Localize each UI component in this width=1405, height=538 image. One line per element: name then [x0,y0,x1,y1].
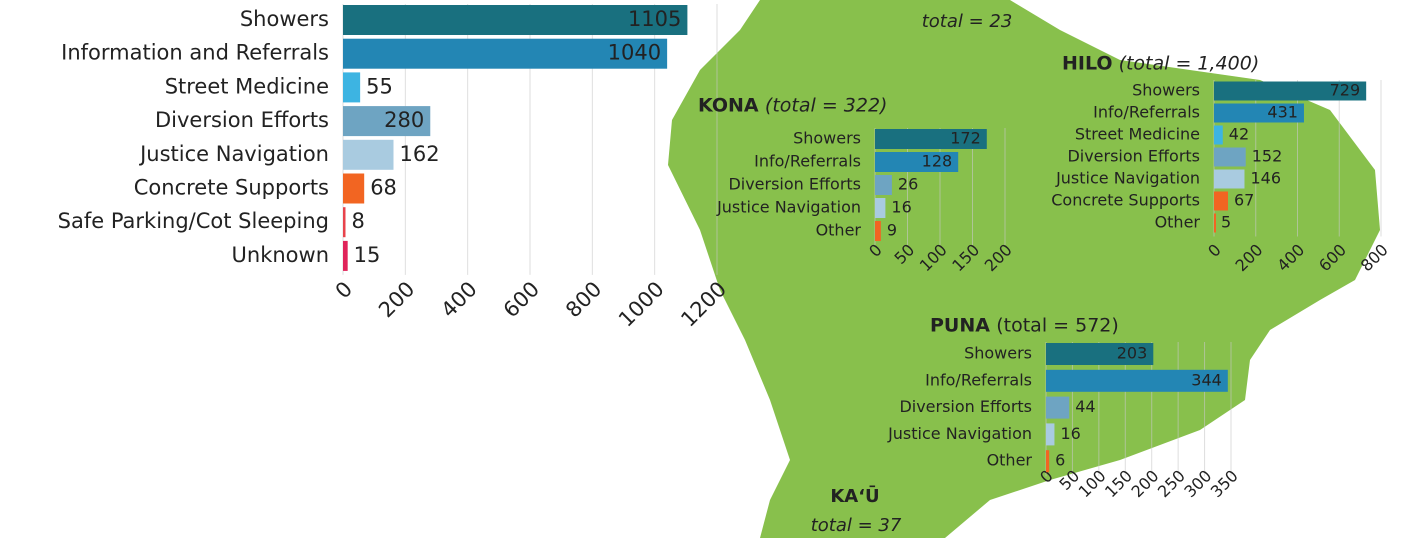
chart-title: PUNA [930,315,990,337]
category-label: Other [987,451,1033,470]
x-tick-label: 200 [374,277,419,322]
region-total: total = 37 [811,515,902,536]
category-label: Concrete Supports [134,176,329,200]
category-label: Showers [964,344,1032,363]
category-label: Concrete Supports [1051,191,1200,210]
value-label: 8 [351,209,364,233]
category-label: Street Medicine [1075,125,1200,144]
x-tick-label: 600 [499,277,544,322]
chart-title: HILO [1062,53,1113,75]
category-label: Showers [1132,81,1200,100]
value-label: 9 [887,221,897,240]
value-label: 42 [1229,125,1249,144]
value-label: 15 [354,243,381,267]
value-label: 1040 [608,41,661,65]
bar [1214,81,1367,101]
category-label: Showers [793,129,861,148]
category-label: Safe Parking/Cot Sleeping [58,209,329,233]
bar [875,221,881,241]
value-label: 44 [1075,397,1095,416]
bar [343,72,361,103]
bar [1214,169,1245,189]
category-label: Diversion Efforts [1067,147,1200,166]
value-label: 729 [1330,81,1361,100]
value-label: 6 [1055,451,1065,470]
chart-subtitle: (total = 572) [996,315,1119,337]
category-label: Unknown [232,243,329,267]
bar [1214,147,1246,167]
bar [1214,125,1223,145]
value-label: 152 [1252,147,1283,166]
category-label: Justice Navigation [887,424,1032,443]
bar [343,173,365,204]
value-label: 68 [370,176,397,200]
value-label: 431 [1267,103,1298,122]
value-label: 26 [898,175,918,194]
category-label: Diversion Efforts [899,397,1032,416]
bar [875,129,987,149]
bar [1046,343,1154,365]
region-total: total = 23 [922,11,1013,32]
bar [1046,369,1228,392]
category-label: Showers [240,7,329,31]
value-label: 1105 [628,7,681,31]
x-tick-label: 800 [561,277,606,322]
value-label: 128 [922,152,953,171]
bar [875,198,886,218]
bar [343,207,346,238]
category-label: Info/Referrals [1093,103,1200,122]
bar [343,240,348,271]
x-tick-label: 400 [436,277,481,322]
value-label: 16 [1060,424,1080,443]
value-label: 146 [1250,169,1281,188]
bar [343,5,688,35]
category-label: Info/Referrals [754,152,861,171]
category-label: Justice Navigation [716,198,861,217]
bar [875,152,959,172]
value-label: 67 [1234,191,1254,210]
category-label: Justice Navigation [1055,169,1200,188]
category-label: Info/Referrals [925,370,1032,389]
bar [1046,450,1050,473]
value-label: 16 [891,198,911,217]
x-tick-label: 0 [331,277,357,303]
chart-subtitle: (total = 322) [765,95,888,117]
value-label: 344 [1191,370,1222,389]
category-label: Street Medicine [165,74,329,98]
category-label: Diversion Efforts [728,175,861,194]
chart-title: KONA [698,95,759,117]
x-tick-label: 1000 [614,277,669,332]
category-label: Justice Navigation [138,142,329,166]
value-label: 162 [399,142,439,166]
bar [1046,423,1055,446]
category-label: Diversion Efforts [155,108,329,132]
bar [875,175,892,195]
region-name: KA‘Ū [830,485,879,507]
bar [1214,213,1216,233]
value-label: 55 [366,74,393,98]
value-label: 172 [950,129,981,148]
chart-subtitle: (total = 1,400) [1119,53,1260,75]
value-label: 5 [1221,213,1231,232]
category-label: Other [816,221,862,240]
bar [343,38,668,69]
value-label: 203 [1117,344,1148,363]
value-label: 280 [384,108,424,132]
category-label: Information and Referrals [61,41,329,65]
bar [343,106,431,137]
bar [1214,191,1228,211]
bar [1214,103,1304,123]
x-tick-label: 350 [1207,466,1242,501]
category-label: Other [1155,213,1201,232]
bar [343,139,394,170]
island-map [668,0,1380,538]
bar [1046,396,1070,419]
